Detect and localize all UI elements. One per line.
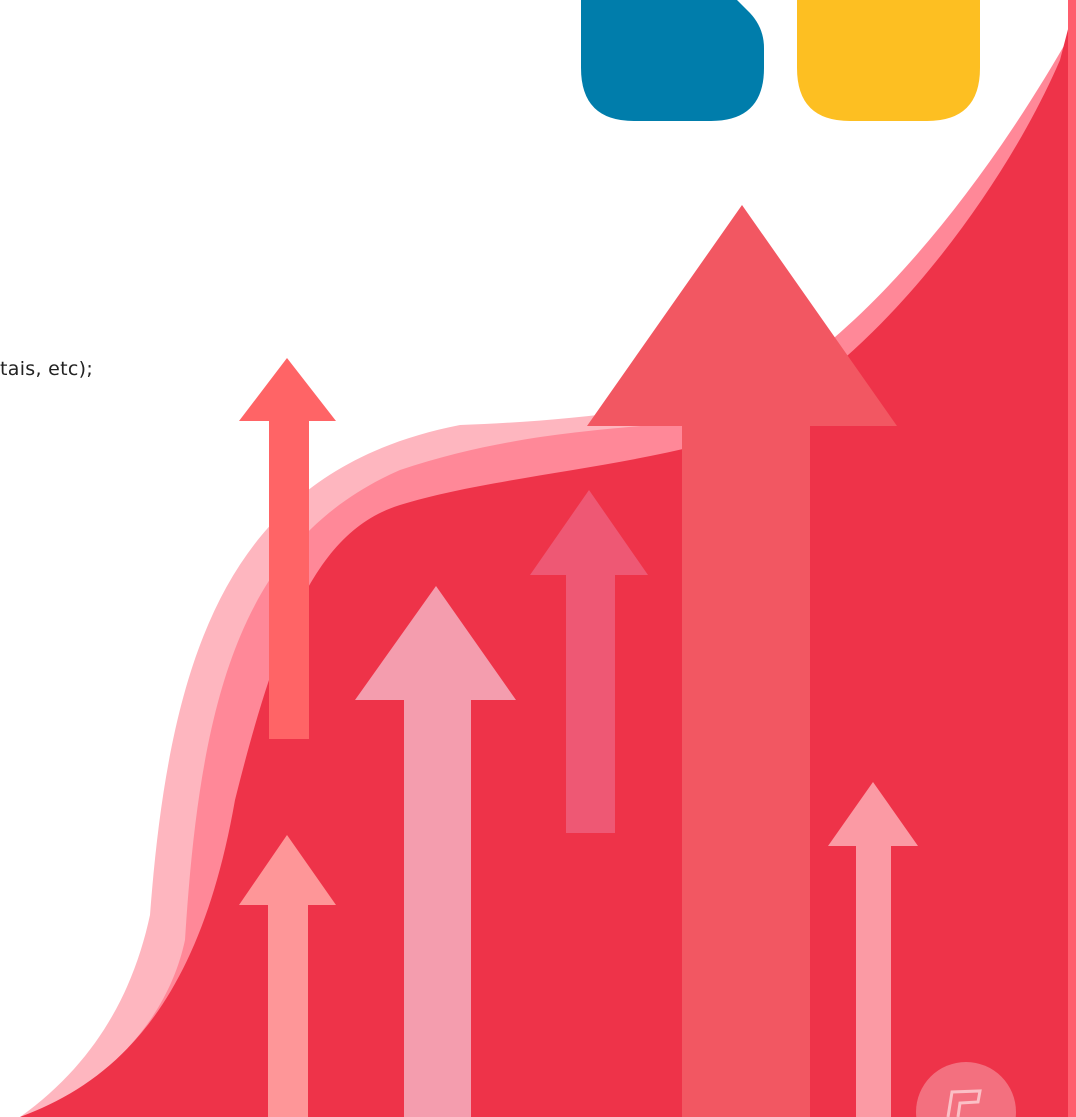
- logo-mark: [946, 1089, 982, 1117]
- logo-badge: [916, 1062, 1016, 1117]
- arrow: [587, 205, 897, 1117]
- text-fragment: tais, etc);: [0, 358, 94, 380]
- arrow: [828, 782, 918, 1117]
- arrow: [355, 586, 516, 1117]
- yellow-block: [797, 0, 980, 121]
- arrow: [239, 835, 336, 1117]
- blue-block: [581, 0, 764, 121]
- edge-strip: [1068, 0, 1076, 1117]
- arrow: [239, 358, 336, 739]
- arrow: [530, 490, 648, 833]
